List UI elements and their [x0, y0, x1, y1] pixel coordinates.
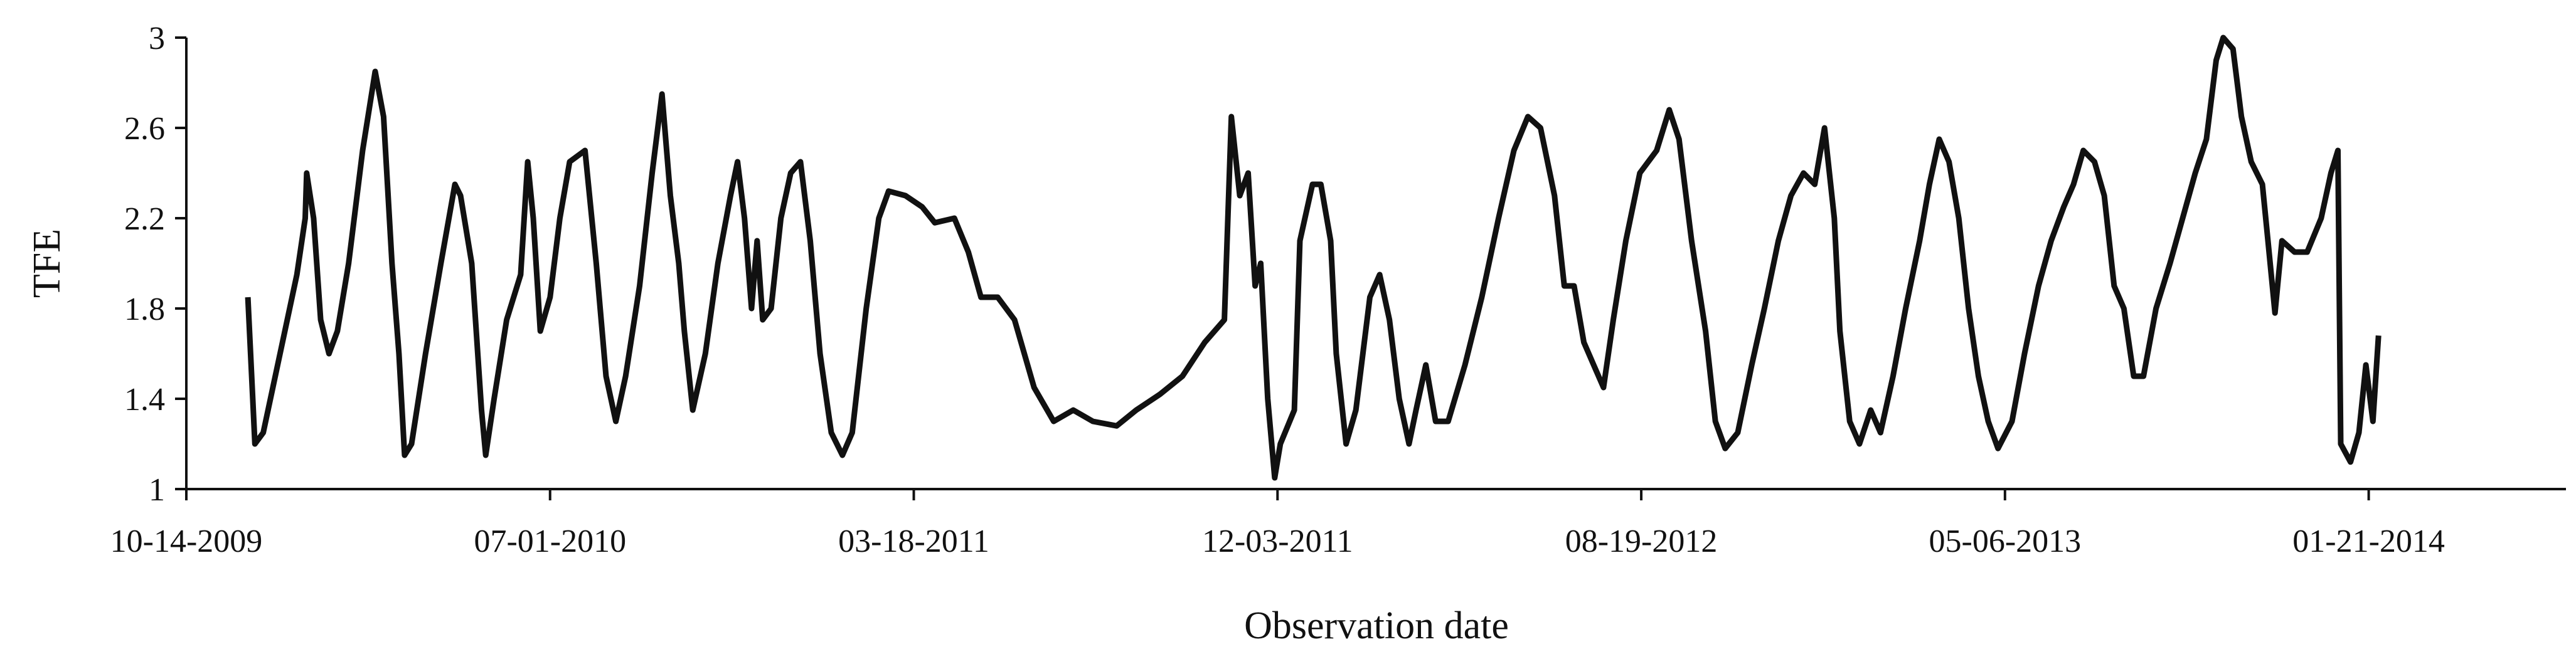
y-tick-label: 2.2: [124, 201, 165, 237]
y-tick-label: 1.8: [124, 292, 165, 327]
x-tick-label: 12-03-2011: [1202, 524, 1353, 559]
x-tick-label: 08-19-2012: [1565, 524, 1718, 559]
x-tick-label: 07-01-2010: [474, 524, 626, 559]
x-tick-label: 03-18-2011: [838, 524, 989, 559]
data-line: [245, 34, 2382, 481]
y-tick-label: 1: [149, 472, 165, 508]
x-tick-label: 01-21-2014: [2292, 524, 2445, 559]
y-tick-label: 2.6: [124, 111, 165, 147]
x-tick-label: 10-14-2009: [110, 524, 263, 559]
x-axis-title: Observation date: [1244, 604, 1509, 647]
y-tick-label: 3: [149, 21, 165, 56]
y-axis-title: TFE: [26, 229, 68, 298]
x-tick-label: 05-06-2013: [1929, 524, 2082, 559]
y-tick-label: 1.4: [124, 382, 165, 418]
